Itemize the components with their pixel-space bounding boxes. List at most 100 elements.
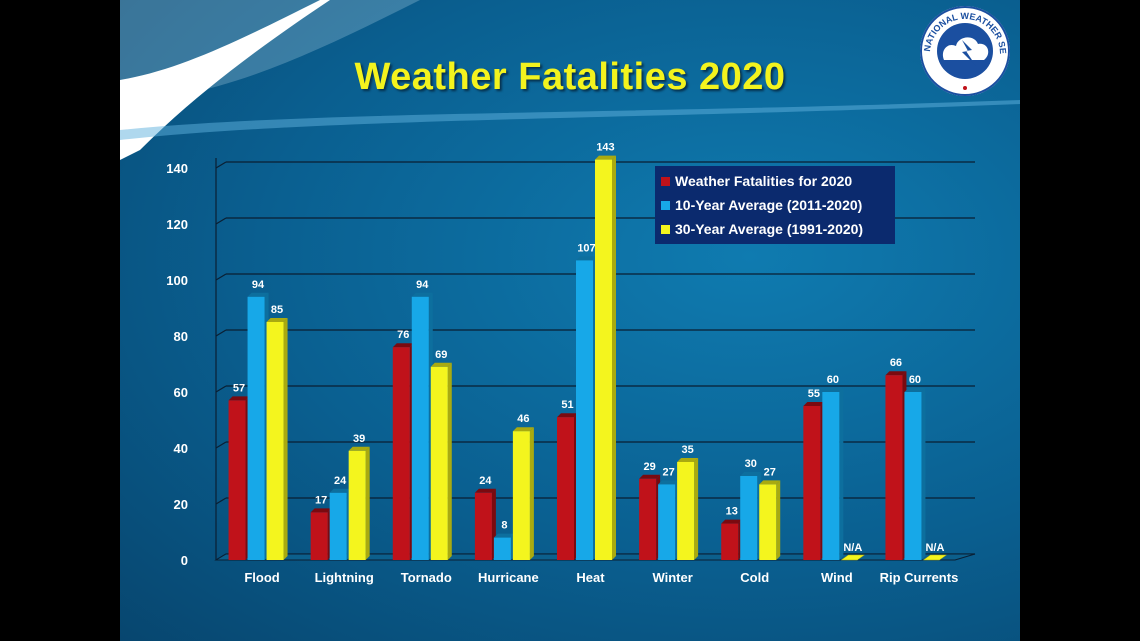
legend-item-10yr: 10-Year Average (2011-2020) <box>659 193 891 217</box>
bar-top <box>310 508 332 513</box>
bar <box>493 537 511 560</box>
x-tick-label: Cold <box>740 570 769 585</box>
data-label: 60 <box>909 374 921 386</box>
data-label: 60 <box>827 374 839 386</box>
bar-top <box>266 318 288 322</box>
bar-side <box>612 155 616 560</box>
data-label: 143 <box>596 142 614 154</box>
legend-label-2020: Weather Fatalities for 2020 <box>675 173 853 189</box>
x-tick-label: Lightning <box>315 570 374 585</box>
bar <box>721 523 739 560</box>
bar-side <box>776 480 781 560</box>
data-label: 35 <box>681 444 693 456</box>
y-tick-label: 100 <box>166 273 188 288</box>
legend-label-30yr: 30-Year Average (1991-2020) <box>675 221 864 237</box>
gridline-side <box>215 385 227 393</box>
bar <box>392 347 410 560</box>
slide: Weather Fatalities 2020 NATIONAL WEATHER… <box>120 0 1020 641</box>
bar-top <box>639 474 661 479</box>
legend-item-30yr: 30-Year Average (1991-2020) <box>659 217 891 241</box>
bar <box>557 417 574 560</box>
data-label: 24 <box>334 475 347 487</box>
gridline-side <box>215 329 227 337</box>
nws-logo-icon: NATIONAL WEATHER SERVICE <box>915 0 1012 98</box>
bar-side <box>839 388 844 560</box>
data-label: 94 <box>252 279 265 291</box>
bar-top <box>721 519 743 524</box>
bar <box>595 159 612 560</box>
bar-top <box>411 292 433 297</box>
bar-top <box>885 371 907 376</box>
bar-top <box>247 292 269 297</box>
bar <box>247 296 265 560</box>
bar <box>658 484 676 560</box>
bar-top <box>759 480 781 485</box>
bar <box>803 406 821 560</box>
y-tick-label: 120 <box>166 217 188 232</box>
y-tick-label: 60 <box>174 385 188 400</box>
bar <box>348 450 366 560</box>
data-label: 24 <box>479 475 492 487</box>
bar-top <box>512 427 534 432</box>
data-label: 55 <box>808 388 820 400</box>
bar <box>759 484 777 560</box>
bar <box>576 260 593 560</box>
legend-swatch-10yr <box>661 200 670 210</box>
bar-side <box>447 362 452 560</box>
data-label: 51 <box>561 399 573 411</box>
data-label: 27 <box>662 466 674 478</box>
data-label: 94 <box>416 279 429 291</box>
y-tick-label: 80 <box>174 329 188 344</box>
legend-swatch-2020 <box>661 176 670 186</box>
x-tick-label: Flood <box>244 570 279 585</box>
bar-top <box>392 343 414 348</box>
chart-legend: Weather Fatalities for 2020 10-Year Aver… <box>655 166 895 244</box>
bar <box>677 462 695 560</box>
y-tick-label: 140 <box>166 161 188 176</box>
bar-top <box>677 458 699 462</box>
swoosh-decoration <box>120 0 1020 160</box>
bar-placeholder <box>840 554 866 561</box>
gridline-side <box>215 161 227 169</box>
data-label: 69 <box>435 349 447 361</box>
bar-side <box>921 388 926 560</box>
bar-top <box>474 488 496 493</box>
data-label: N/A <box>843 542 862 554</box>
bar <box>430 366 448 560</box>
x-tick-label: Tornado <box>401 570 452 585</box>
bar <box>822 392 840 560</box>
data-label: 39 <box>353 433 365 445</box>
data-label: 29 <box>643 461 655 473</box>
bar-top <box>430 362 452 367</box>
bar-side <box>365 446 370 560</box>
data-label: 57 <box>233 382 245 394</box>
data-label: 30 <box>745 458 757 470</box>
bar-top <box>803 402 825 406</box>
bar <box>329 492 347 560</box>
y-tick-label: 0 <box>181 553 188 568</box>
gridline-side <box>215 273 227 281</box>
x-tick-label: Heat <box>576 570 605 585</box>
data-label: 27 <box>764 466 776 478</box>
bar-top <box>740 472 762 476</box>
bar-top <box>493 533 515 538</box>
bar <box>512 431 530 560</box>
bar-top <box>557 413 578 418</box>
chart-title: Weather Fatalities 2020 <box>354 56 786 98</box>
bar <box>639 478 657 560</box>
bar-top <box>595 155 616 160</box>
bar <box>266 322 284 560</box>
gridline-side <box>215 441 227 449</box>
bar-chart: 0 20 40 60 80 100 120 140 57 94 85 Flood 17 24 39 Light… <box>166 142 976 585</box>
bar <box>310 512 328 560</box>
data-label: 66 <box>890 357 902 369</box>
x-tick-label: Hurricane <box>478 570 539 585</box>
bar <box>740 476 758 560</box>
bar-top <box>904 388 926 392</box>
data-label: N/A <box>925 542 944 554</box>
bar-top <box>822 388 844 392</box>
bar-side <box>694 458 699 560</box>
data-label: 46 <box>517 413 529 425</box>
data-label: 85 <box>271 304 283 316</box>
data-label: 107 <box>577 242 595 254</box>
